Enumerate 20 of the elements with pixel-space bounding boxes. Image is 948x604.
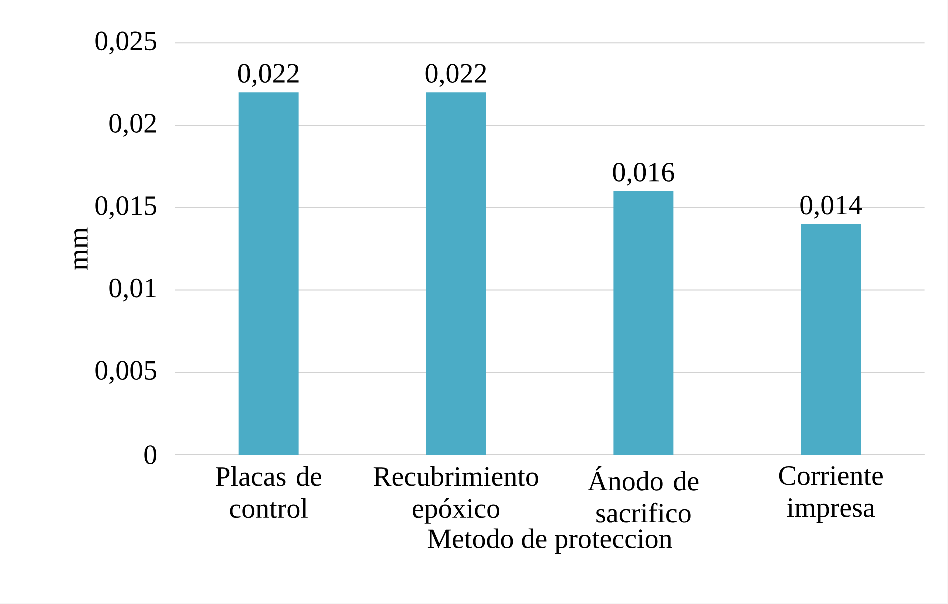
x-axis-title: Metodo de proteccion bbox=[428, 528, 672, 554]
bar bbox=[238, 92, 299, 455]
y-tick-label: 0,025 bbox=[96, 32, 157, 55]
x-tick-label: Ánodo de sacrifico bbox=[588, 466, 699, 523]
bar bbox=[801, 224, 862, 455]
y-tick-label: 0,005 bbox=[96, 361, 157, 384]
bar bbox=[426, 92, 486, 455]
data-label: 0,022 bbox=[426, 64, 486, 88]
bar bbox=[614, 191, 674, 455]
y-axis-title: mm bbox=[74, 228, 88, 270]
y-tick-label: 0 bbox=[144, 446, 157, 464]
data-label: 0,016 bbox=[613, 162, 674, 186]
y-tick-label: 0,02 bbox=[110, 114, 156, 137]
y-tick-label: 0,015 bbox=[96, 196, 157, 220]
data-label: 0,022 bbox=[238, 64, 299, 88]
y-tick-label: 0,01 bbox=[110, 278, 156, 302]
x-tick-label: Corriente impresa bbox=[779, 466, 883, 523]
x-tick-label: Placas de control bbox=[216, 466, 322, 518]
data-label: 0,014 bbox=[800, 196, 862, 219]
x-tick-label: Recubrimiento epóxico bbox=[374, 466, 538, 524]
